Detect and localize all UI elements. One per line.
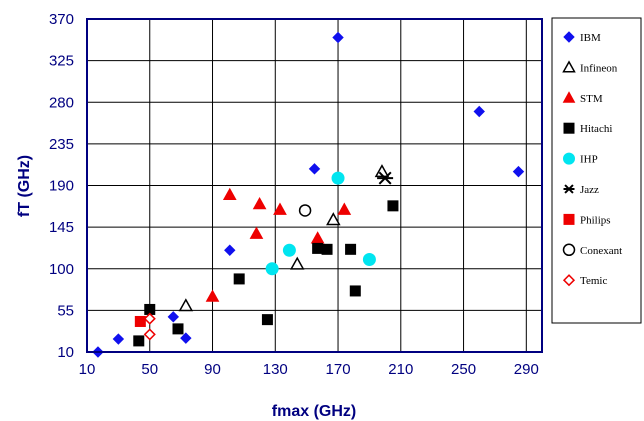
legend-label-stm: STM	[580, 93, 603, 105]
data-point-stm	[249, 226, 264, 239]
data-point-ibm	[473, 105, 485, 118]
legend-label-ihp: IHP	[580, 154, 598, 166]
legend-marker-jazz	[563, 184, 575, 194]
data-point-hitachi	[133, 335, 145, 347]
data-point-infineon	[178, 298, 194, 312]
data-point-hitachi	[387, 200, 399, 212]
data-point-stm	[205, 289, 220, 302]
data-point-hitachi	[349, 285, 361, 297]
data-point-ibm	[308, 163, 321, 175]
data-point-hitachi	[233, 273, 245, 285]
data-point-hitachi	[261, 314, 273, 326]
legend-marker-philips	[563, 213, 575, 225]
data-point-ibm	[512, 165, 525, 178]
legend: IBM Infineon STM Hitachi IHP Jazz Philips Conex…	[562, 31, 622, 287]
data-point-conexant	[298, 204, 312, 217]
data-point-ihp	[282, 243, 296, 257]
legend-label-hitachi: Hitachi	[580, 123, 612, 135]
data-point-stm	[222, 187, 237, 201]
y-tick-label: 370	[49, 11, 74, 28]
data-point-infineon	[289, 256, 305, 270]
data-point-ihp	[331, 171, 345, 185]
y-tick-label: 145	[49, 219, 74, 236]
legend-marker-hitachi	[563, 122, 575, 134]
legend-label-conexant: Conexant	[580, 245, 622, 257]
legend-label-temic: Temic	[580, 275, 607, 287]
x-axis-label: fmax (GHz)	[272, 403, 356, 420]
data-point-ihp	[362, 253, 376, 266]
y-tick-label: 10	[57, 344, 74, 361]
legend-label-ibm: IBM	[580, 32, 601, 44]
data-point-stm	[337, 202, 352, 215]
data-point-stm	[252, 196, 267, 210]
legend-marker-temic	[562, 274, 576, 287]
legend-marker-conexant	[562, 243, 576, 257]
tick-layer: 10 50 90 130 170 210 250 290 10 55 100 145 190 235 280…	[49, 11, 539, 378]
data-point-ihp	[265, 262, 279, 276]
x-tick-label: 290	[514, 361, 539, 378]
y-tick-label: 190	[49, 178, 74, 195]
x-tick-label: 210	[388, 361, 413, 378]
legend-marker-infineon	[562, 60, 576, 73]
data-point-jazz	[377, 171, 394, 185]
plot-frame	[86, 18, 543, 353]
data-point-hitachi	[312, 242, 324, 254]
data-point-temic	[143, 312, 156, 325]
x-tick-label: 90	[204, 361, 221, 378]
data-point-philips	[134, 315, 146, 327]
data-point-infineon	[374, 164, 390, 178]
data-point-ibm	[332, 31, 344, 44]
data-point-hitachi	[321, 243, 333, 255]
data-point-temic	[143, 328, 156, 341]
legend-label-infineon: Infineon	[580, 62, 618, 74]
legend-label-jazz: Jazz	[580, 184, 599, 196]
legend-marker-ibm	[563, 31, 575, 43]
x-tick-label: 250	[451, 361, 476, 378]
legend-marker-stm	[562, 91, 576, 103]
data-point-ibm	[167, 311, 180, 323]
y-tick-label: 325	[49, 53, 74, 70]
y-axis-label: fT (GHz)	[16, 155, 33, 217]
data-point-ibm	[112, 333, 125, 345]
y-tick-label: 235	[49, 136, 74, 153]
data-point-ibm	[224, 244, 236, 256]
y-tick-label: 55	[57, 302, 74, 319]
data-point-hitachi	[172, 323, 184, 335]
point-layer	[92, 31, 525, 358]
data-point-hitachi	[345, 243, 357, 255]
legend-marker-ihp	[563, 152, 575, 165]
x-tick-label: 50	[141, 361, 158, 378]
y-tick-label: 280	[49, 94, 74, 111]
y-tick-label: 100	[49, 261, 74, 278]
data-point-ibm	[180, 332, 192, 344]
x-tick-label: 170	[326, 361, 351, 378]
data-point-infineon	[326, 212, 341, 226]
x-tick-label: 130	[263, 361, 288, 378]
x-tick-label: 10	[79, 361, 96, 378]
legend-label-philips: Philips	[580, 214, 611, 226]
data-point-stm	[273, 202, 287, 215]
